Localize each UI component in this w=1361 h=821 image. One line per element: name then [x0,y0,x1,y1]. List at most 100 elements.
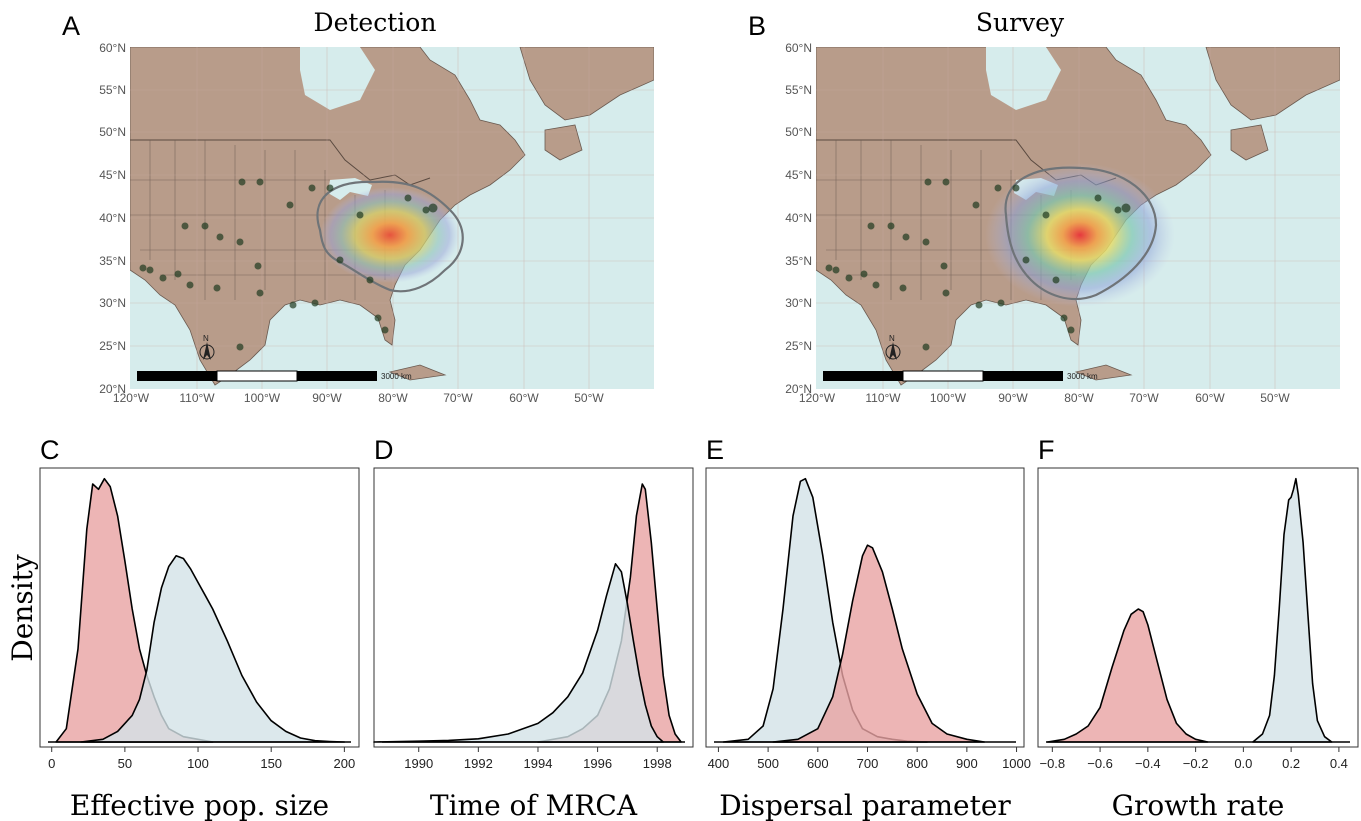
density-curve-2 [772,544,986,743]
greenland-land [1205,47,1340,121]
svg-text:45°N: 45°N [785,168,812,182]
x-tick-label: 0.2 [1282,756,1300,771]
x-tick-label: −0.4 [1135,756,1161,771]
newfoundland-land [544,124,583,161]
x-tick-label: −0.2 [1183,756,1209,771]
hpd-contour [1004,166,1158,300]
svg-text:30°N: 30°N [99,296,126,310]
density-panel-f: F −0.8 −0.6 −0.4 −0.2 0.0 0.2 0.4 Growth rate [1037,435,1359,821]
svg-text:110°W: 110°W [865,391,901,405]
panel-letter-d: D [374,435,394,465]
x-tick-label: 1996 [583,756,612,771]
svg-text:120°W: 120°W [799,391,836,405]
hudson-bay [300,47,375,110]
svg-text:N: N [889,334,895,343]
x-axis-label: Time of MRCA [430,789,638,821]
x-tick-label: 0.4 [1330,756,1348,771]
svg-text:80°W: 80°W [378,391,408,405]
svg-text:40°N: 40°N [99,211,126,225]
x-tick-label: −0.6 [1087,756,1113,771]
x-tick-label: 1998 [643,756,672,771]
svg-text:3000 km: 3000 km [1067,372,1098,381]
svg-text:100°W: 100°W [930,391,967,405]
map-a-lat-axis: 60°N 55°N 50°N 45°N 40°N 35°N 30°N 25°N … [99,41,126,396]
greenland-land [519,47,654,121]
svg-text:60°N: 60°N [785,41,812,55]
x-tick-label: 200 [334,756,356,771]
map-title-b: Survey [976,8,1065,37]
svg-text:3000 km: 3000 km [381,372,412,381]
density-panel-e: E 400 500 600 700 800 900 1000 Dispersal paramet… [705,435,1031,821]
map-panel-b: B Survey [748,8,1340,405]
density-panels: C 0 50 100 150 200 Effective pop. size D 1990 199… [39,435,1359,821]
x-tick-label: 1994 [524,756,553,771]
svg-text:90°W: 90°W [312,391,342,405]
panel-letter-f: F [1038,435,1055,465]
svg-text:20°N: 20°N [785,382,812,396]
scale-bar-a: 3000 km [137,370,412,382]
y-axis-label: Density [6,554,39,662]
svg-text:70°W: 70°W [1129,391,1159,405]
x-tick-label: 1990 [404,756,433,771]
map-b-lat-axis: 60°N 55°N 50°N 45°N 40°N 35°N 30°N 25°N … [785,41,812,396]
svg-text:30°N: 30°N [785,296,812,310]
x-tick-label: 150 [260,756,282,771]
scale-bar-b: 3000 km [823,370,1098,382]
x-tick-label: 1000 [1002,756,1031,771]
x-tick-label: 1992 [464,756,493,771]
svg-text:90°W: 90°W [998,391,1028,405]
x-tick-label: 900 [956,756,978,771]
x-tick-label: −0.8 [1039,756,1065,771]
map-panel-a: A Detection [62,8,654,405]
density-panel-d: D 1990 1992 1994 1996 1998 Time of MRCA [373,435,694,821]
panel-letter-a: A [62,11,80,41]
map-title-a: Detection [314,8,437,37]
svg-text:35°N: 35°N [785,254,812,268]
svg-text:50°W: 50°W [1260,391,1290,405]
x-axis-label: Effective pop. size [70,789,329,821]
sample-points [139,178,438,351]
x-tick-label: 100 [187,756,209,771]
sample-points [825,178,1131,351]
map-a-lon-axis: 120°W 110°W 100°W 90°W 80°W 70°W 60°W 50… [113,391,604,405]
x-tick-label: 400 [708,756,730,771]
svg-text:60°W: 60°W [509,391,539,405]
newfoundland-land [1230,124,1269,161]
density-curve-2 [80,555,346,743]
x-tick-label: 500 [757,756,779,771]
svg-text:20°N: 20°N [99,382,126,396]
x-tick-label: 600 [807,756,829,771]
panel-letter-b: B [748,11,766,41]
x-tick-label: 0.0 [1234,756,1252,771]
map-b-lon-axis: 120°W 110°W 100°W 90°W 80°W 70°W 60°W 50… [799,391,1290,405]
svg-text:100°W: 100°W [244,391,281,405]
cuba-land [1074,364,1133,381]
svg-text:25°N: 25°N [99,339,126,353]
svg-text:120°W: 120°W [113,391,150,405]
svg-text:60°W: 60°W [1195,391,1225,405]
svg-text:70°W: 70°W [443,391,473,405]
svg-text:40°N: 40°N [785,211,812,225]
svg-text:80°W: 80°W [1064,391,1094,405]
cuba-land [388,364,447,381]
x-axis-label: Dispersal parameter [719,789,1011,821]
north-arrow-a: N [199,334,215,360]
density-curve-1 [1046,608,1209,743]
x-tick-label: 50 [118,756,132,771]
x-tick-label: 700 [857,756,879,771]
panel-letter-e: E [706,435,724,465]
density-panel-c: C 0 50 100 150 200 Effective pop. size [39,435,360,821]
svg-text:50°W: 50°W [574,391,604,405]
density-heat [985,163,1175,307]
great-lakes [328,178,372,200]
panel-letter-c: C [40,435,60,465]
density-curve-2 [1252,477,1333,743]
svg-text:50°N: 50°N [785,125,812,139]
x-tick-label: 0 [48,756,55,771]
svg-text:55°N: 55°N [99,83,126,97]
svg-text:N: N [203,334,209,343]
hudson-bay [986,47,1061,110]
svg-text:110°W: 110°W [179,391,215,405]
x-tick-label: 800 [906,756,928,771]
density-curve-2 [373,563,664,743]
